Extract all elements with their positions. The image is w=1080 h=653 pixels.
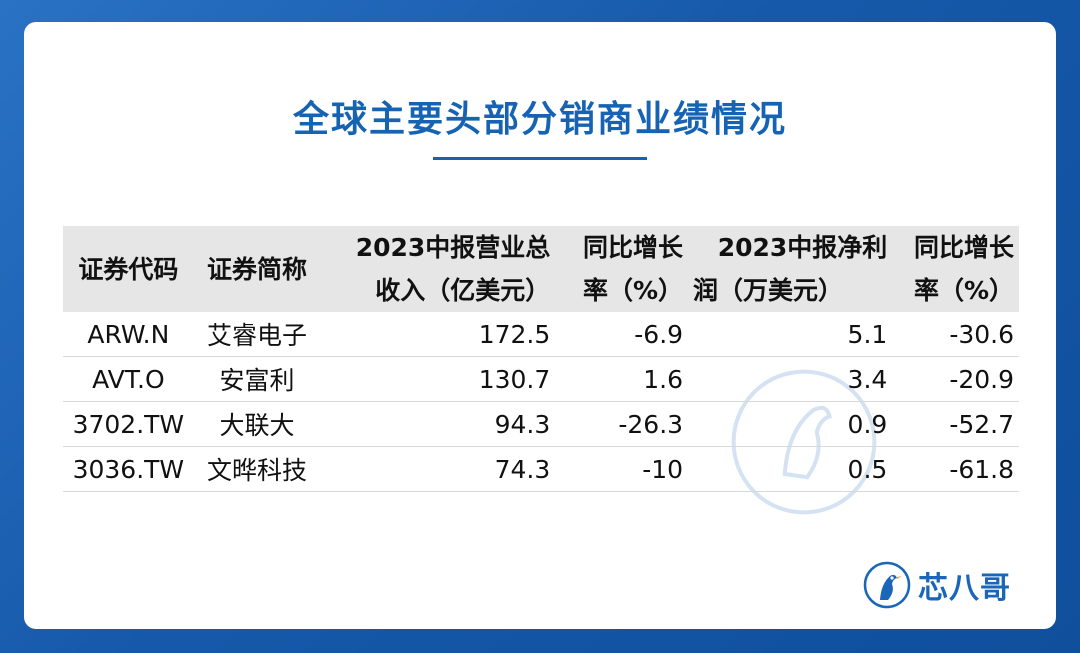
cell-revenue: 74.3	[320, 446, 556, 492]
brand-logo: 芯八哥	[862, 560, 1011, 610]
distributor-performance-table: 证券代码 证券简称 2023中报营业总 同比增长 2023中报净利 同比增长 收…	[63, 226, 1019, 492]
cell-revenue-yoy: 1.6	[555, 356, 689, 402]
table-row: AVT.O 安富利 130.7 1.6 3.4 -20.9	[63, 356, 1019, 402]
cell-code: AVT.O	[63, 356, 194, 402]
table-row: ARW.N 艾睿电子 172.5 -6.9 5.1 -30.6	[63, 312, 1019, 357]
header-name: 证券简称	[193, 226, 321, 312]
cell-name: 大联大	[193, 401, 321, 447]
header-revenue-line2: 收入（亿美元）	[320, 268, 556, 312]
page-title: 全球主要头部分销商业绩情况	[292, 99, 787, 140]
table-header-row: 证券代码 证券简称 2023中报营业总 同比增长 2023中报净利 同比增长	[63, 226, 1019, 312]
cell-profit-yoy: -52.7	[892, 401, 1019, 447]
title-underline	[433, 157, 647, 160]
header-net-profit-line2: 润（万美元）	[688, 268, 893, 312]
header-profit-yoy-line1: 同比增长	[892, 226, 1019, 268]
table-row: 3702.TW 大联大 94.3 -26.3 0.9 -52.7	[63, 401, 1019, 447]
cell-revenue-yoy: -6.9	[555, 312, 689, 357]
header-revenue-yoy-line1: 同比增长	[555, 226, 689, 268]
cell-profit-yoy: -20.9	[892, 356, 1019, 402]
cell-revenue: 94.3	[320, 401, 556, 447]
cell-profit-yoy: -30.6	[892, 312, 1019, 357]
bird-logo-icon	[863, 561, 911, 609]
header-revenue-line1: 2023中报营业总	[320, 226, 556, 268]
header-net-profit-line1: 2023中报净利	[688, 226, 893, 268]
cell-net-profit: 5.1	[688, 312, 893, 357]
header-code: 证券代码	[63, 226, 194, 312]
table-row: 3036.TW 文晔科技 74.3 -10 0.5 -61.8	[63, 446, 1019, 492]
cell-revenue-yoy: -10	[555, 446, 689, 492]
cell-name: 安富利	[193, 356, 321, 402]
cell-revenue: 130.7	[320, 356, 556, 402]
cell-name: 艾睿电子	[193, 312, 321, 357]
cell-net-profit: 0.9	[688, 401, 893, 447]
header-revenue-yoy-line2: 率（%）	[555, 268, 689, 312]
cell-code: ARW.N	[63, 312, 194, 357]
table-header-row: 收入（亿美元） 率（%） 润（万美元） 率（%）	[63, 268, 1019, 312]
cell-revenue-yoy: -26.3	[555, 401, 689, 447]
cell-profit-yoy: -61.8	[892, 446, 1019, 492]
cell-net-profit: 3.4	[688, 356, 893, 402]
cell-code: 3036.TW	[63, 446, 194, 492]
cell-code: 3702.TW	[63, 401, 194, 447]
header-profit-yoy-line2: 率（%）	[892, 268, 1019, 312]
cell-revenue: 172.5	[320, 312, 556, 357]
cell-name: 文晔科技	[193, 446, 321, 492]
cell-net-profit: 0.5	[688, 446, 893, 492]
content-card: 全球主要头部分销商业绩情况 证券代码 证券简称 2023中报营业总 同比增长 2…	[24, 22, 1056, 629]
brand-name: 芯八哥	[918, 571, 1011, 606]
